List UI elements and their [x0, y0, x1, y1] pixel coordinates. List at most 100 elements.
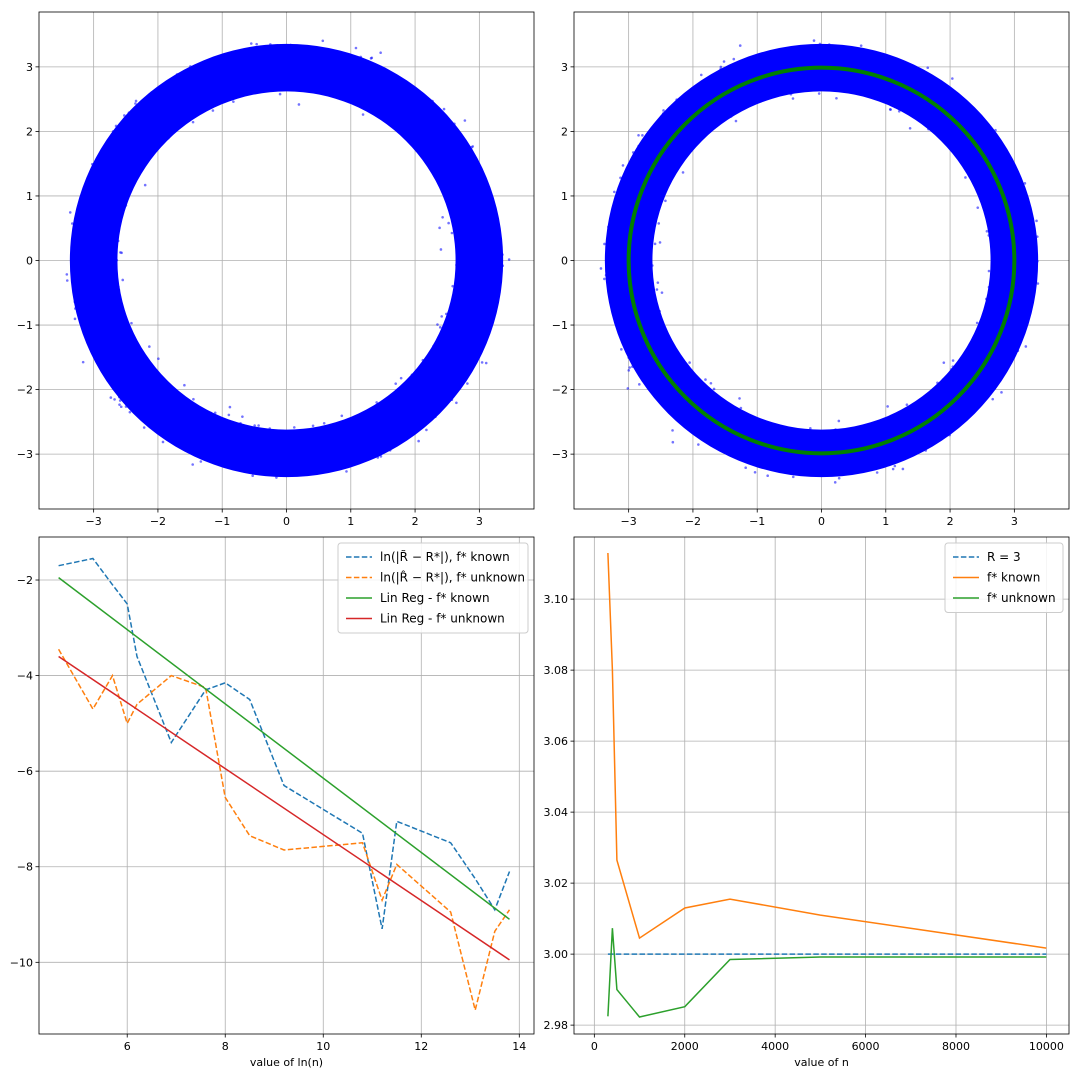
scatter-point — [996, 160, 1000, 163]
scatter-point — [633, 184, 637, 188]
scatter-point — [886, 91, 889, 94]
scatter-point — [147, 120, 151, 123]
scatter-point — [627, 204, 631, 208]
scatter-point — [661, 348, 665, 352]
scatter-point — [940, 400, 943, 404]
scatter-point — [125, 161, 129, 165]
scatter-point — [316, 445, 319, 449]
scatter-point — [837, 476, 841, 480]
scatter-point — [954, 131, 958, 134]
scatter-point — [85, 314, 88, 317]
scatter-point — [1003, 265, 1006, 268]
scatter-point — [786, 56, 790, 60]
scatter-point — [169, 412, 172, 415]
scatter-point — [216, 73, 219, 76]
scatter-point — [972, 400, 975, 403]
scatter-point — [149, 386, 152, 390]
scatter-point — [625, 180, 628, 183]
scatter-point — [142, 136, 146, 139]
scatter-point — [207, 95, 210, 99]
scatter-point — [291, 442, 294, 445]
scatter-point — [75, 268, 79, 272]
scatter-point — [301, 451, 305, 455]
scatter-point — [314, 431, 318, 435]
scatter-point — [683, 102, 687, 106]
scatter-point — [1013, 346, 1017, 350]
scatter-point — [441, 364, 445, 368]
scatter-point — [1014, 339, 1017, 343]
scatter-points — [599, 39, 1040, 484]
scatter-point — [641, 288, 645, 292]
scatter-point — [1007, 345, 1011, 348]
scatter-point — [167, 401, 170, 405]
scatter-point — [1000, 224, 1004, 228]
scatter-point — [623, 287, 626, 291]
scatter-point — [89, 230, 92, 233]
scatter-point — [982, 327, 986, 331]
scatter-point — [454, 220, 458, 224]
scatter-point — [955, 110, 959, 114]
scatter-point — [465, 173, 468, 176]
scatter-point — [468, 199, 471, 202]
scatter-point — [114, 183, 117, 186]
scatter-point — [1006, 360, 1009, 364]
scatter-point — [447, 153, 451, 157]
scatter-point — [641, 356, 644, 359]
scatter-point — [259, 81, 263, 85]
scatter-point — [336, 444, 339, 448]
scatter-point — [124, 405, 128, 408]
scatter-point — [808, 77, 811, 81]
scatter-point — [809, 456, 813, 460]
scatter-point — [629, 318, 632, 322]
scatter-point — [112, 178, 116, 181]
scatter-point — [141, 394, 144, 398]
scatter-point — [965, 392, 968, 396]
scatter-point — [139, 412, 142, 415]
scatter-point — [643, 203, 646, 207]
scatter-point — [928, 95, 932, 98]
scatter-point — [369, 427, 373, 430]
scatter-point — [925, 100, 928, 104]
scatter-point — [448, 343, 452, 346]
scatter-point — [198, 83, 202, 87]
scatter-point — [470, 232, 474, 235]
scatter-point — [989, 176, 992, 179]
scatter-point — [426, 393, 429, 397]
scatter-point — [768, 84, 772, 87]
scatter-point — [900, 429, 903, 433]
scatter-point — [467, 316, 470, 320]
scatter-point — [472, 189, 475, 193]
scatter-point — [231, 78, 235, 81]
scatter-point — [436, 378, 439, 382]
scatter-point — [327, 463, 330, 467]
scatter-point — [882, 420, 885, 424]
scatter-point — [73, 317, 77, 321]
scatter-point — [476, 219, 480, 223]
scatter-point — [375, 401, 378, 404]
scatter-point — [448, 334, 452, 338]
scatter-point — [448, 354, 451, 357]
scatter-point — [1004, 172, 1007, 175]
scatter-point — [953, 377, 957, 381]
scatter-point — [960, 377, 963, 380]
scatter-point — [153, 417, 157, 420]
scatter-point — [109, 371, 113, 375]
scatter-point — [656, 356, 660, 359]
scatter-point — [285, 463, 289, 467]
scatter-point — [838, 77, 842, 81]
scatter-point — [134, 382, 138, 386]
scatter-point — [454, 373, 458, 376]
scatter-point — [246, 55, 249, 59]
scatter-point — [672, 130, 676, 133]
scatter-point — [187, 413, 190, 417]
scatter-point — [469, 337, 472, 341]
scatter-point — [237, 66, 240, 69]
scatter-point — [412, 419, 415, 423]
scatter-point — [827, 465, 831, 468]
scatter-point — [244, 436, 247, 439]
scatter-point — [672, 361, 675, 365]
scatter-point — [870, 440, 874, 443]
scatter-point — [785, 455, 788, 458]
scatter-point — [478, 178, 482, 181]
